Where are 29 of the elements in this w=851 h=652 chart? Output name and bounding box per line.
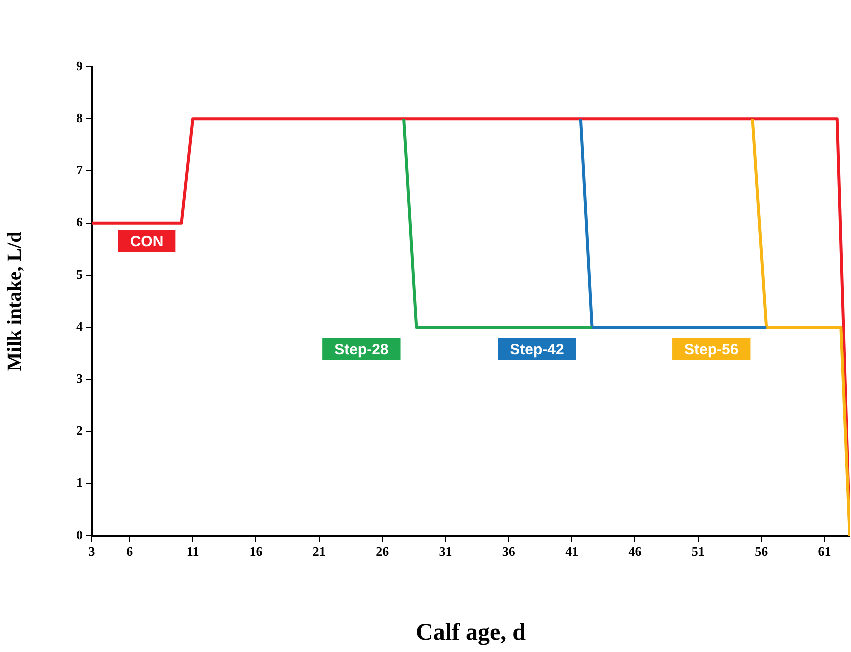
x-tick-label: 56 (755, 544, 769, 560)
y-tick-label: 9 (76, 58, 84, 74)
text: Step-42 (510, 342, 564, 359)
text: Step-28 (334, 342, 389, 359)
x-tick-label: 61 (818, 544, 832, 560)
x-tick-label: 6 (126, 544, 134, 560)
x-tick-label: 11 (186, 544, 200, 560)
y-tick-label: 8 (76, 110, 84, 126)
x-tick-label: 16 (250, 544, 264, 560)
y-tick-label: 4 (76, 318, 84, 334)
x-tick-label: 21 (312, 544, 326, 560)
x-tick-label: 31 (439, 544, 452, 560)
y-tick-label: 2 (76, 423, 83, 438)
x-tick-label: 36 (502, 544, 516, 560)
y-tick-label: 6 (76, 214, 84, 230)
y-tick-label: 0 (76, 527, 83, 542)
x-tick-label: 26 (376, 544, 390, 560)
x-tick-label: 46 (628, 544, 642, 560)
x-tick-label: 3 (88, 544, 96, 560)
y-tick-label: 5 (76, 266, 84, 282)
text: Step-56 (684, 342, 739, 359)
x-tick-label: 41 (566, 544, 579, 560)
y-tick-label: 7 (76, 162, 84, 178)
series-label: CON (130, 233, 164, 250)
x-axis-title: Calf age, d (416, 620, 527, 646)
y-tick-label: 1 (76, 475, 83, 490)
y-tick-label: 3 (76, 371, 84, 386)
y-axis-title: Milk intake, L/d (4, 232, 26, 372)
x-tick-label: 51 (692, 544, 705, 560)
